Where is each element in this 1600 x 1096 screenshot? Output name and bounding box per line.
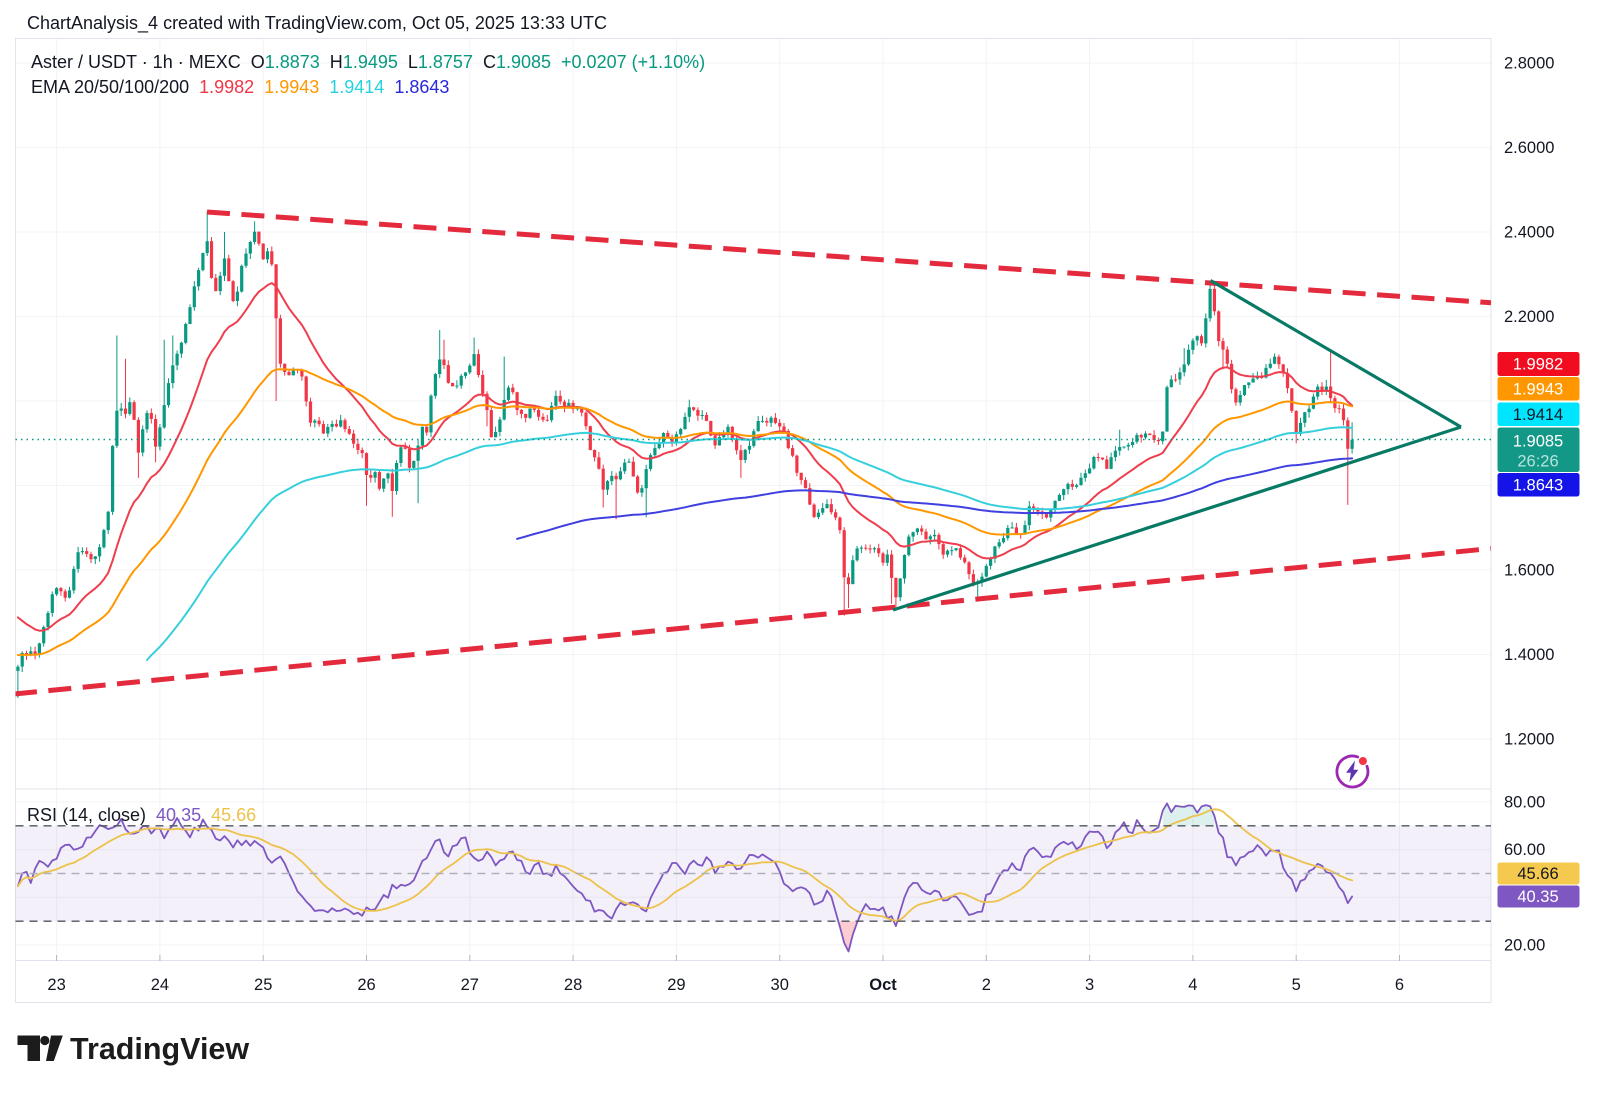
svg-text:TradingView: TradingView bbox=[70, 1032, 249, 1066]
svg-text:Aster / USDT · 1h · MEXC O1.8: Aster / USDT · 1h · MEXC O1.8873 H1.9495… bbox=[31, 52, 705, 72]
svg-text:45.66: 45.66 bbox=[1517, 865, 1558, 883]
svg-text:Oct: Oct bbox=[869, 976, 897, 994]
svg-text:24: 24 bbox=[151, 976, 169, 994]
svg-text:80.00: 80.00 bbox=[1504, 794, 1545, 812]
svg-text:20.00: 20.00 bbox=[1504, 936, 1545, 954]
svg-text:26: 26 bbox=[357, 976, 375, 994]
svg-text:2.8000: 2.8000 bbox=[1504, 55, 1554, 73]
svg-text:60.00: 60.00 bbox=[1504, 841, 1545, 859]
svg-text:1.6000: 1.6000 bbox=[1504, 562, 1554, 580]
svg-text:25: 25 bbox=[254, 976, 272, 994]
svg-text:4: 4 bbox=[1188, 976, 1197, 994]
svg-text:26:26: 26:26 bbox=[1517, 453, 1558, 471]
svg-text:1.8643: 1.8643 bbox=[1513, 476, 1563, 494]
svg-text:1.2000: 1.2000 bbox=[1504, 731, 1554, 749]
svg-text:28: 28 bbox=[564, 976, 582, 994]
svg-text:1.9982: 1.9982 bbox=[1513, 356, 1563, 374]
svg-text:1.9943: 1.9943 bbox=[1513, 380, 1563, 398]
svg-text:40.35: 40.35 bbox=[1517, 888, 1558, 906]
svg-text:27: 27 bbox=[461, 976, 479, 994]
svg-text:EMA 20/50/100/200 1.9982 1.9: EMA 20/50/100/200 1.9982 1.9943 1.9414 1… bbox=[31, 77, 449, 97]
svg-text:1.9414: 1.9414 bbox=[1513, 406, 1563, 424]
svg-text:30: 30 bbox=[771, 976, 789, 994]
svg-text:5: 5 bbox=[1292, 976, 1301, 994]
svg-text:6: 6 bbox=[1395, 976, 1404, 994]
svg-text:2: 2 bbox=[982, 976, 991, 994]
svg-text:1.9085: 1.9085 bbox=[1513, 433, 1563, 451]
svg-text:23: 23 bbox=[47, 976, 65, 994]
svg-text:RSI (14, close) 40.35 45.66: RSI (14, close) 40.35 45.66 bbox=[27, 805, 256, 825]
svg-text:2.6000: 2.6000 bbox=[1504, 139, 1554, 157]
svg-text:3: 3 bbox=[1085, 976, 1094, 994]
svg-text:1.4000: 1.4000 bbox=[1504, 646, 1554, 664]
svg-text:2.4000: 2.4000 bbox=[1504, 224, 1554, 242]
svg-text:ChartAnalysis_4 created with T: ChartAnalysis_4 created with TradingView… bbox=[27, 13, 607, 34]
svg-text:2.2000: 2.2000 bbox=[1504, 308, 1554, 326]
svg-text:29: 29 bbox=[667, 976, 685, 994]
